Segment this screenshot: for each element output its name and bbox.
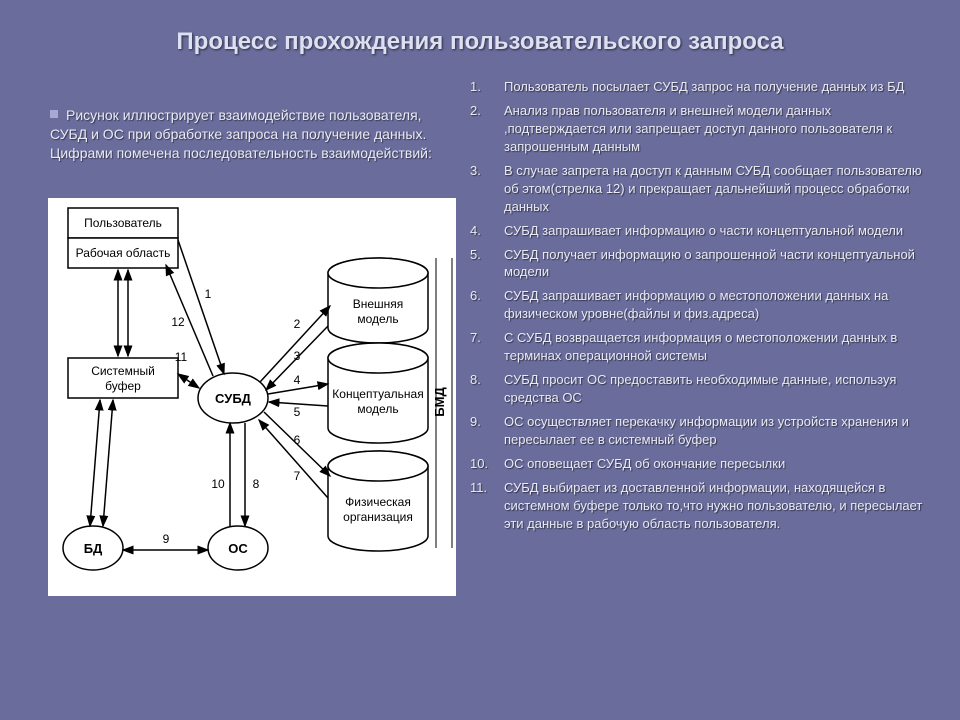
edge-12-num: 12 [171,315,185,329]
svg-text:Физическая: Физическая [345,495,411,509]
step-item: ОС оповещает СУБД об окончание пересылки [470,455,930,473]
svg-text:модель: модель [357,312,398,326]
bmd-label: БМД [432,387,447,417]
step-item: Анализ прав пользователя и внешней модел… [470,102,930,156]
edge-2-num: 2 [294,317,301,331]
edge-8-num: 8 [253,477,260,491]
node-os-label: ОС [228,541,248,556]
edge-9-num: 9 [163,532,170,546]
right-column: Пользователь посылает СУБД запрос на пол… [470,78,930,539]
node-bd-label: БД [84,541,103,556]
step-item: СУБД получает информацию о запрошенной ч… [470,246,930,282]
step-item: С СУБД возвращается информация о местопо… [470,329,930,365]
svg-text:Внешняя: Внешняя [353,297,404,311]
edge-sysbuf-bd-a [90,400,100,526]
svg-text:модель: модель [357,402,398,416]
edge-3-num: 3 [294,349,301,363]
node-user-label: Пользователь [84,216,162,230]
node-sysbuf-label-1: Системный [91,364,155,378]
node-cyl-conceptual: Концептуальная модель [328,343,428,443]
node-subd-label: СУБД [215,391,252,406]
intro-paragraph: Рисунок иллюстрирует взаимодействие поль… [50,106,450,163]
edge-1-num: 1 [205,287,212,301]
diagram: Пользователь Рабочая область Системный б… [48,198,456,596]
bullet-icon [50,110,58,118]
edge-6-num: 6 [294,433,301,447]
node-sysbuf-label-2: буфер [105,379,141,393]
node-cyl-physical: Физическая организация [328,451,428,551]
edge-7 [259,420,328,498]
step-item: СУБД запрашивает информацию о местополож… [470,287,930,323]
step-item: ОС осуществляет перекачку информации из … [470,413,930,449]
node-cyl-external: Внешняя модель [328,258,428,343]
node-work-area-label: Рабочая область [76,246,171,260]
edge-11-num: 11 [175,350,188,364]
slide-title: Процесс прохождения пользовательского за… [0,28,960,56]
left-column: Рисунок иллюстрирует взаимодействие поль… [50,106,450,163]
steps-list: Пользователь посылает СУБД запрос на пол… [470,78,930,533]
svg-text:организация: организация [343,510,413,524]
step-item: СУБД выбирает из доставленной информации… [470,479,930,533]
edge-10-num: 10 [211,477,225,491]
edge-5-num: 5 [294,405,301,419]
edge-11 [178,374,199,388]
step-item: СУБД запрашивает информацию о части конц… [470,222,930,240]
intro-text: Рисунок иллюстрирует взаимодействие поль… [50,107,432,161]
edge-7-num: 7 [294,469,301,483]
edge-4-num: 4 [294,373,301,387]
step-item: СУБД просит ОС предоставить необходимые … [470,371,930,407]
svg-text:Концептуальная: Концептуальная [332,387,423,401]
edge-sysbuf-bd-b [103,400,113,526]
step-item: Пользователь посылает СУБД запрос на пол… [470,78,930,96]
step-item: В случае запрета на доступ к данным СУБД… [470,162,930,216]
